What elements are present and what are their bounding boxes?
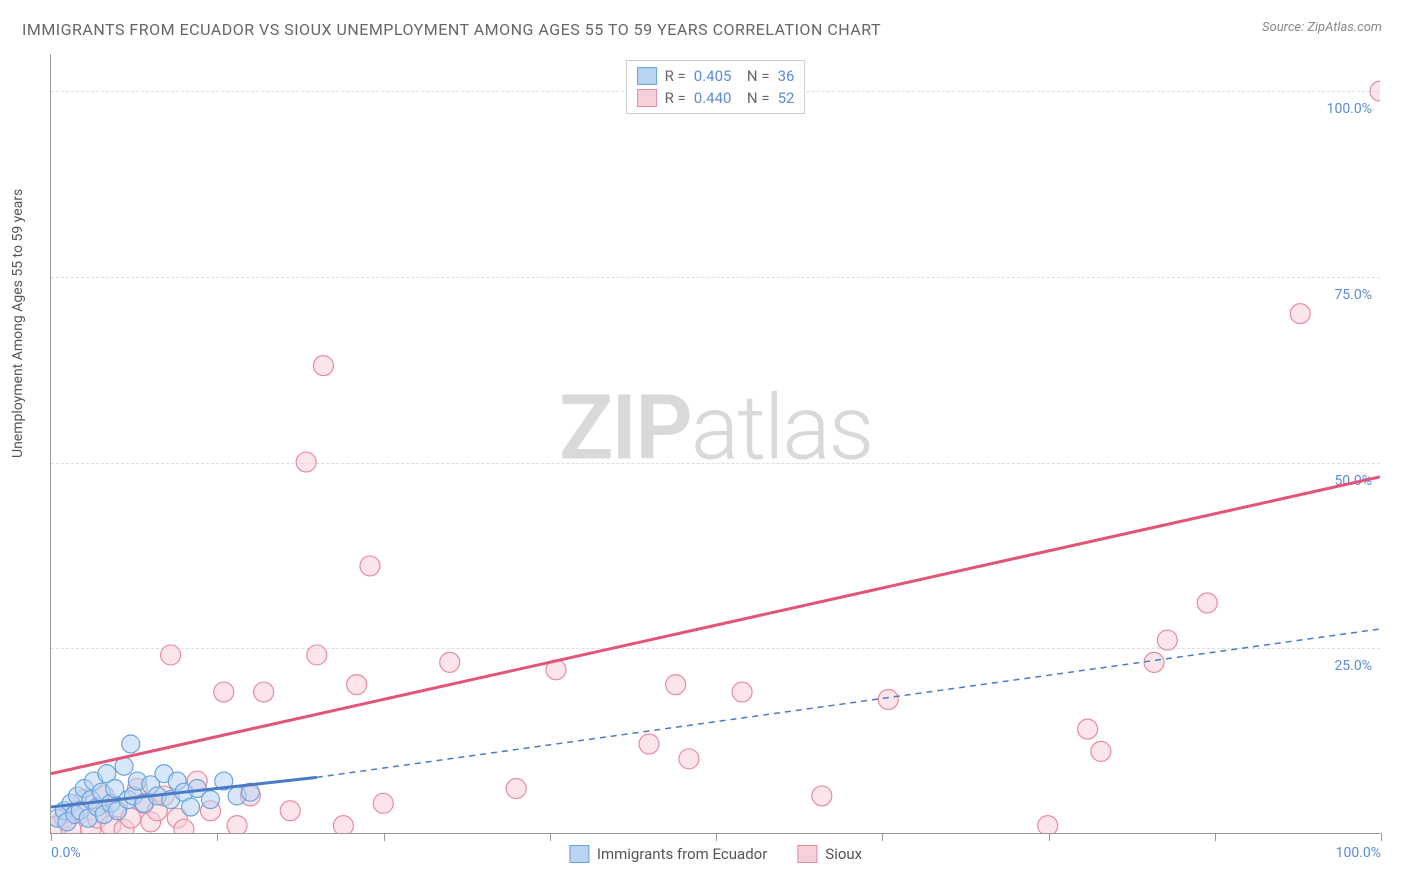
scatter-point — [812, 786, 832, 806]
scatter-point — [639, 734, 659, 754]
x-tick — [51, 833, 52, 841]
scatter-point — [201, 791, 219, 809]
legend-r-value-0: 0.405 — [694, 67, 732, 85]
scatter-point — [174, 819, 194, 833]
scatter-point — [1144, 652, 1164, 672]
legend-n-label: N = — [739, 89, 769, 107]
y-axis-label: Unemployment Among Ages 55 to 59 years — [10, 189, 26, 458]
scatter-point — [1091, 741, 1111, 761]
scatter-point — [1078, 719, 1098, 739]
scatter-point — [679, 749, 699, 769]
legend-item-1: Sioux — [797, 845, 862, 863]
scatter-point — [313, 356, 333, 376]
legend-r-value-1: 0.440 — [694, 89, 732, 107]
legend-series: Immigrants from Ecuador Sioux — [569, 845, 862, 863]
legend-swatch-bottom-0 — [569, 845, 589, 863]
legend-label-1: Sioux — [825, 845, 862, 863]
plot-area: ZIPatlas R = 0.405 N = 36 R = 0.440 N = … — [50, 54, 1380, 834]
scatter-point — [373, 793, 393, 813]
x-tick — [1215, 833, 1216, 841]
source-attribution: Source: ZipAtlas.com — [1262, 20, 1382, 35]
x-tick — [217, 833, 218, 841]
legend-row-series-1: R = 0.440 N = 52 — [637, 87, 795, 109]
x-tick — [1381, 833, 1382, 841]
legend-swatch-bottom-1 — [797, 845, 817, 863]
scatter-point — [1197, 593, 1217, 613]
chart-title: IMMIGRANTS FROM ECUADOR VS SIOUX UNEMPLO… — [22, 20, 881, 39]
scatter-point — [732, 682, 752, 702]
scatter-point — [347, 675, 367, 695]
scatter-point — [214, 682, 234, 702]
scatter-point — [333, 816, 353, 833]
scatter-point — [440, 652, 460, 672]
scatter-point — [1370, 81, 1380, 101]
scatter-point — [360, 556, 380, 576]
scatter-point — [666, 675, 686, 695]
x-tick — [716, 833, 717, 841]
scatter-point — [254, 682, 274, 702]
scatter-point — [1157, 630, 1177, 650]
legend-label-0: Immigrants from Ecuador — [597, 845, 767, 863]
legend-n-value-0: 36 — [778, 67, 795, 85]
legend-r-label: R = — [665, 67, 686, 85]
scatter-point — [182, 798, 200, 816]
legend-r-label: R = — [665, 89, 686, 107]
chart-svg — [51, 54, 1380, 833]
scatter-point — [1038, 816, 1058, 833]
legend-n-label: N = — [739, 67, 769, 85]
x-tick — [384, 833, 385, 841]
x-tick — [550, 833, 551, 841]
scatter-point — [227, 816, 247, 833]
scatter-point — [1290, 304, 1310, 324]
legend-swatch-1 — [637, 89, 657, 107]
x-tick-label: 0.0% — [51, 845, 81, 861]
x-tick — [882, 833, 883, 841]
legend-correlation: R = 0.405 N = 36 R = 0.440 N = 52 — [626, 60, 806, 114]
scatter-point — [296, 452, 316, 472]
scatter-point — [878, 689, 898, 709]
legend-n-value-1: 52 — [778, 89, 795, 107]
scatter-point — [161, 645, 181, 665]
scatter-point — [506, 778, 526, 798]
x-tick — [1049, 833, 1050, 841]
legend-row-series-0: R = 0.405 N = 36 — [637, 65, 795, 87]
legend-swatch-0 — [637, 67, 657, 85]
trend-line-extrapolation — [317, 629, 1380, 777]
scatter-point — [122, 735, 140, 753]
scatter-point — [307, 645, 327, 665]
trend-line — [51, 477, 1380, 774]
x-tick-label: 100.0% — [1336, 845, 1381, 861]
scatter-point — [280, 801, 300, 821]
legend-item-0: Immigrants from Ecuador — [569, 845, 767, 863]
